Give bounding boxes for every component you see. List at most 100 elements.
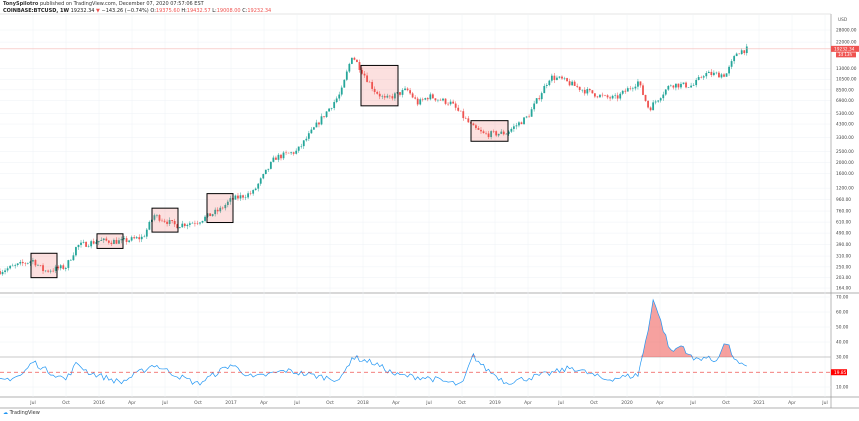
candle-body (77, 244, 80, 248)
candle-body (194, 222, 196, 224)
candle-body (118, 240, 120, 244)
price-chart[interactable]: Jul Oct 2016 Apr Jul Oct 2017 Apr Jul Oct 2018 Apr J… (0, 0, 859, 410)
candle-body (158, 215, 161, 221)
candle-body (201, 220, 204, 223)
candle-body (426, 98, 429, 100)
candle-body (219, 207, 222, 212)
candle-body (733, 56, 736, 62)
candle-body (490, 131, 493, 138)
candle-body (254, 188, 257, 191)
candle-body (680, 83, 682, 88)
candle-body (135, 237, 138, 239)
price-tick-label: 3300.00 (836, 135, 854, 141)
candle-body (606, 95, 609, 98)
candle-body (330, 108, 333, 109)
candle-body (442, 98, 444, 101)
candle-body (439, 99, 442, 101)
candle-body (363, 73, 366, 76)
candle-body (495, 131, 498, 136)
indicator-tick-label: 40.00 (836, 340, 849, 346)
candles (0, 43, 748, 276)
candle-body (437, 99, 439, 101)
candle-body (125, 238, 128, 242)
candle-body (239, 195, 242, 199)
candle-body (591, 90, 594, 94)
candle-body (462, 111, 465, 119)
candle-body (310, 129, 313, 134)
candle-body (59, 265, 62, 269)
candle-body (530, 109, 533, 117)
candle-body (161, 220, 163, 222)
candle-body (143, 236, 146, 238)
x-tick-label: Apr (392, 400, 400, 406)
candle-body (156, 215, 158, 216)
candle-body (614, 95, 617, 96)
candle-body (358, 62, 361, 70)
candle-body (242, 195, 244, 198)
candle-body (176, 224, 179, 229)
candle-body (563, 78, 566, 79)
x-tick-label: Apr (260, 400, 268, 406)
candle-body (323, 116, 325, 118)
author[interactable]: TonySpilotro (3, 1, 39, 7)
last-price-badge (831, 45, 859, 52)
candle-body (368, 81, 371, 83)
candle-body (21, 261, 24, 264)
x-tick-label: Jul (425, 400, 431, 406)
candle-body (510, 128, 513, 132)
candle-body (419, 99, 422, 105)
candle-body (586, 89, 589, 94)
candle-body (454, 103, 457, 108)
candle-body (75, 247, 77, 256)
x-tick-label: Apr (524, 400, 532, 406)
price-tick-label: 203.00 (836, 275, 851, 281)
x-tick-label: 2020 (621, 400, 633, 406)
candle-body (100, 240, 103, 241)
candle-body (204, 216, 206, 221)
candle-body (249, 193, 252, 194)
candle-body (0, 271, 1, 275)
candle-body (583, 89, 586, 94)
candle-body (472, 123, 475, 126)
indicator-fill (0, 299, 747, 357)
candle-body (558, 76, 561, 78)
candle-body (107, 240, 110, 243)
price-tick-label: 760.00 (836, 209, 851, 215)
candle-body (52, 270, 55, 272)
candle-body (431, 94, 434, 99)
candle-body (515, 125, 518, 127)
candle-body (672, 85, 675, 88)
candle-body (39, 265, 42, 266)
candle-body (543, 85, 546, 94)
candle-body (573, 81, 576, 86)
candle-body (267, 168, 270, 170)
candle-body (631, 88, 634, 89)
candle-body (356, 59, 358, 63)
candle-body (487, 133, 490, 138)
candle-body (467, 118, 470, 123)
candle-body (712, 72, 715, 76)
candle-body (373, 88, 376, 92)
x-tick-label: Jul (689, 400, 695, 406)
candle-body (652, 102, 655, 111)
candle-body (480, 129, 482, 132)
x-tick-label: 2016 (93, 400, 105, 406)
candle-body (1, 272, 4, 275)
candle-body (740, 50, 743, 55)
candle-body (578, 86, 581, 91)
x-tick-label: Apr (128, 400, 136, 406)
candle-body (695, 79, 698, 86)
price-tick-label: 28000.00 (836, 28, 857, 34)
candle-body (128, 240, 131, 242)
highlight-box (30, 252, 58, 279)
indicator-line (0, 298, 747, 386)
candle-body (396, 92, 399, 94)
candle-body (523, 117, 525, 125)
candle-body (745, 46, 748, 54)
symbol: COINBASE:BTCUSD, 1W (3, 8, 69, 14)
candle-body (292, 152, 295, 154)
candle-body (216, 209, 219, 212)
x-tick-label: Oct (194, 400, 202, 406)
candle-body (434, 98, 437, 101)
candle-body (725, 73, 728, 77)
